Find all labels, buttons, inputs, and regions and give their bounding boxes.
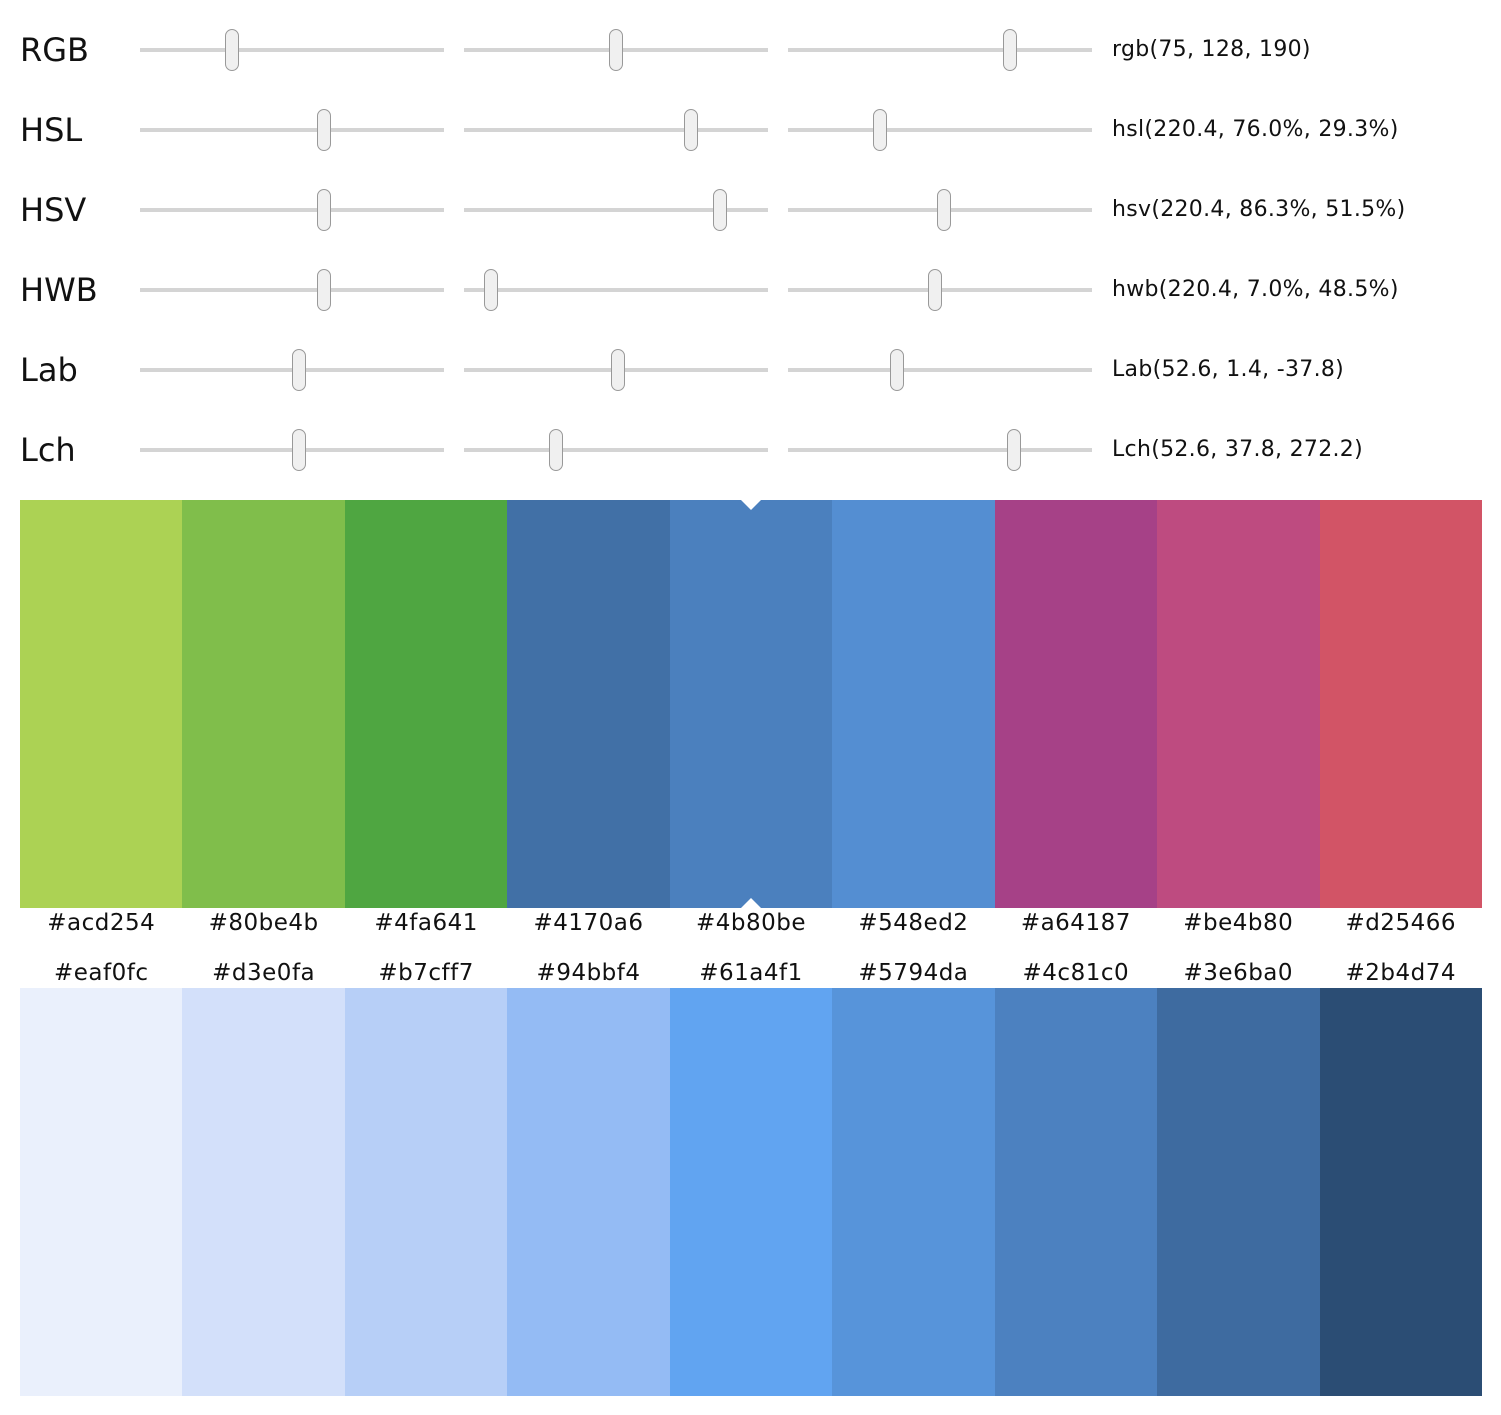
slider-handle[interactable] [316,109,331,151]
color-swatch[interactable] [182,988,345,1396]
slider-track-2[interactable] [464,29,768,71]
hex-label: #d25466 [1345,910,1456,936]
slider-handle[interactable] [484,269,499,311]
hex-label: #2b4d74 [1345,960,1456,986]
model-label: Lab [20,351,78,389]
slider-row-rgb: RGB rgb(75, 128, 190) [0,10,1501,90]
slider-handle[interactable] [549,429,564,471]
hue-palette [20,500,1482,908]
slider-track-1[interactable] [140,269,444,311]
hex-label: #4170a6 [533,910,644,936]
slider-row-hsl: HSL hsl(220.4, 76.0%, 29.3%) [0,90,1501,170]
slider-handle[interactable] [292,429,306,471]
selected-marker-icon [740,500,761,510]
selected-marker-icon [740,898,761,908]
hex-label: #4fa641 [374,910,478,936]
color-swatch[interactable] [1157,500,1320,908]
slider-handle[interactable] [225,29,239,71]
color-swatch[interactable] [994,988,1158,1396]
model-label: HSL [20,111,83,149]
model-label: Lch [20,431,76,469]
color-value-text: rgb(75, 128, 190) [1112,37,1311,62]
hex-label: #acd254 [47,910,156,936]
slider-handle[interactable] [316,189,331,231]
slider-handle[interactable] [872,109,887,151]
model-label: HWB [20,271,98,309]
model-label: RGB [20,31,89,69]
slider-handle[interactable] [936,189,951,231]
slider-track-1[interactable] [140,429,444,471]
shade-palette-labels: #eaf0fc #d3e0fa #b7cff7 #94bbf4 #61a4f1 #5794… [20,958,1482,988]
model-label: HSV [20,191,87,229]
slider-track-3[interactable] [788,269,1092,311]
slider-handle[interactable] [1006,429,1021,471]
hex-label: #80be4b [208,910,319,936]
slider-row-lab: Lab Lab(52.6, 1.4, -37.8) [0,330,1501,410]
slider-handle[interactable] [292,349,306,391]
slider-handle[interactable] [683,109,698,151]
color-swatch[interactable] [994,500,1158,908]
hex-label: #3e6ba0 [1183,960,1294,986]
slider-track-2[interactable] [464,349,768,391]
hex-label: #4c81c0 [1022,960,1130,986]
slider-track-3[interactable] [788,189,1092,231]
slider-row-hsv: HSV hsv(220.4, 86.3%, 51.5%) [0,170,1501,250]
color-swatch[interactable] [20,988,183,1396]
color-swatch[interactable] [1319,988,1482,1396]
color-swatch[interactable] [507,500,670,908]
slider-track-2[interactable] [464,269,768,311]
slider-track-2[interactable] [464,189,768,231]
color-swatch[interactable] [669,500,833,908]
slider-handle[interactable] [1003,29,1018,71]
slider-row-hwb: HWB hwb(220.4, 7.0%, 48.5%) [0,250,1501,330]
hex-label: #a64187 [1020,910,1131,936]
color-swatch[interactable] [832,988,995,1396]
color-swatch[interactable] [20,500,183,908]
color-swatch[interactable] [344,500,508,908]
slider-handle[interactable] [928,269,943,311]
slider-handle[interactable] [713,189,728,231]
hex-label: #94bbf4 [536,960,641,986]
hex-label: #548ed2 [858,910,969,936]
slider-track-3[interactable] [788,109,1092,151]
color-value-text: Lab(52.6, 1.4, -37.8) [1112,357,1345,382]
slider-track-1[interactable] [140,349,444,391]
color-swatch[interactable] [832,500,995,908]
hex-label: #be4b80 [1183,910,1294,936]
color-swatch[interactable] [507,988,670,1396]
color-value-text: hsl(220.4, 76.0%, 29.3%) [1112,117,1399,142]
slider-track-3[interactable] [788,29,1092,71]
slider-track-1[interactable] [140,29,444,71]
slider-track-2[interactable] [464,429,768,471]
slider-handle[interactable] [610,349,625,391]
color-value-text: hwb(220.4, 7.0%, 48.5%) [1112,277,1399,302]
slider-row-lch: Lch Lch(52.6, 37.8, 272.2) [0,410,1501,490]
color-swatch[interactable] [1157,988,1320,1396]
slider-track-3[interactable] [788,349,1092,391]
slider-handle[interactable] [609,29,624,71]
slider-handle[interactable] [316,269,331,311]
color-value-text: Lch(52.6, 37.8, 272.2) [1112,437,1363,462]
color-value-text: hsv(220.4, 86.3%, 51.5%) [1112,197,1406,222]
slider-track-3[interactable] [788,429,1092,471]
color-swatch[interactable] [344,988,508,1396]
hue-palette-labels: #acd254 #80be4b #4fa641 #4170a6 #4b80be #548e… [20,908,1482,938]
slider-track-1[interactable] [140,189,444,231]
color-swatch[interactable] [669,988,833,1396]
hex-label: #61a4f1 [699,960,803,986]
hex-label: #d3e0fa [212,960,316,986]
hex-label: #5794da [858,960,969,986]
color-swatch[interactable] [182,500,345,908]
shade-palette [20,988,1482,1396]
slider-track-1[interactable] [140,109,444,151]
slider-handle[interactable] [890,349,905,391]
hex-label: #b7cff7 [378,960,474,986]
color-swatch[interactable] [1319,500,1482,908]
hex-label: #4b80be [695,910,806,936]
hex-label: #eaf0fc [53,960,149,986]
slider-track-2[interactable] [464,109,768,151]
